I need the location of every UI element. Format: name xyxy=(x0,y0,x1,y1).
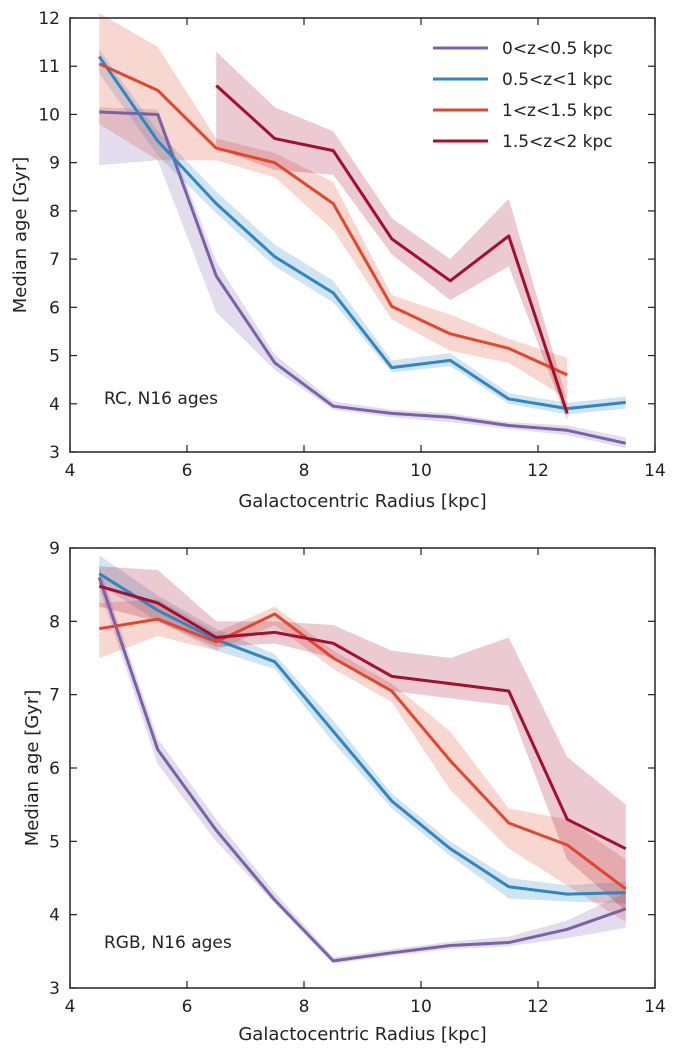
y-tick-label: 4 xyxy=(49,395,60,415)
series-line-3 xyxy=(99,612,627,891)
x-tick-label: 12 xyxy=(527,461,549,481)
axes-frame xyxy=(69,17,656,453)
y-tick-label: 3 xyxy=(49,443,60,463)
y-tick-label: 7 xyxy=(49,686,60,706)
series-line-1 xyxy=(97,576,627,963)
y-tick-label: 5 xyxy=(49,832,60,852)
legend-label-2: 0.5<z<1 kpc xyxy=(502,70,613,90)
x-tick-label: 4 xyxy=(65,997,76,1017)
y-tick-label: 3 xyxy=(49,979,60,999)
x-tick-label: 8 xyxy=(299,461,310,481)
y-tick-label: 9 xyxy=(49,539,60,559)
series-line-2 xyxy=(98,55,626,411)
x-tick-label: 8 xyxy=(299,997,310,1017)
legend-label-3: 1<z<1.5 kpc xyxy=(502,101,613,121)
legend-label-1: 0<z<0.5 kpc xyxy=(502,39,613,59)
y-tick-label: 5 xyxy=(49,347,60,367)
uncertainty-band-series-1 xyxy=(99,566,626,964)
panel-annotation: RC, N16 ages xyxy=(104,389,218,409)
legend-label-4: 1.5<z<2 kpc xyxy=(502,132,613,152)
uncertainty-band-series-4 xyxy=(99,566,626,911)
series-line-2 xyxy=(98,572,626,896)
x-axis-label: Galactocentric Radius [kpc] xyxy=(238,491,486,512)
x-axis-label: Galactocentric Radius [kpc] xyxy=(238,1024,486,1045)
y-axis-label: Median age [Gyr] xyxy=(22,690,43,847)
uncertainty-band-series-1 xyxy=(99,107,626,449)
y-tick-label: 6 xyxy=(49,298,60,318)
y-tick-label: 10 xyxy=(38,105,60,125)
x-tick-label: 10 xyxy=(410,997,432,1017)
x-tick-label: 6 xyxy=(182,997,193,1017)
y-tick-label: 12 xyxy=(38,9,60,29)
uncertainty-band-series-2 xyxy=(99,555,626,904)
y-tick-label: 7 xyxy=(49,250,60,270)
series-line-3 xyxy=(98,62,568,377)
y-tick-label: 6 xyxy=(49,759,60,779)
y-tick-label: 11 xyxy=(38,57,60,77)
x-tick-label: 4 xyxy=(65,461,76,481)
y-tick-label: 8 xyxy=(49,202,60,222)
y-tick-label: 9 xyxy=(49,154,60,174)
y-tick-label: 4 xyxy=(49,906,60,926)
x-tick-label: 10 xyxy=(410,461,432,481)
series-line-4 xyxy=(98,584,627,851)
x-tick-label: 14 xyxy=(644,997,666,1017)
uncertainty-band-series-3 xyxy=(99,599,626,922)
series-line-1 xyxy=(99,110,627,445)
x-tick-label: 12 xyxy=(527,997,549,1017)
x-tick-label: 14 xyxy=(644,461,666,481)
legend: 0<z<0.5 kpc 0.5<z<1 kpc 1<z<1.5 kpc 1.5<z<2… xyxy=(433,39,613,152)
y-tick-label: 8 xyxy=(49,612,60,632)
panel-annotation: RGB, N16 ages xyxy=(104,933,232,953)
series-line-4 xyxy=(215,84,569,414)
x-tick-label: 6 xyxy=(182,461,193,481)
y-axis-label: Median age [Gyr] xyxy=(10,157,31,314)
